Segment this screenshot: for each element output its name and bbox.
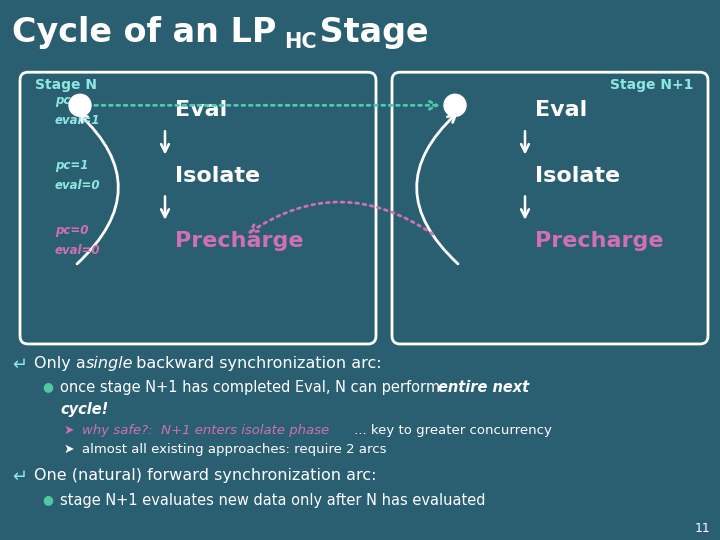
Text: cycle!: cycle!: [60, 402, 108, 417]
FancyArrowPatch shape: [250, 202, 433, 234]
Circle shape: [69, 94, 91, 116]
Text: Stage N: Stage N: [35, 78, 97, 92]
Text: One (natural) forward synchronization arc:: One (natural) forward synchronization ar…: [34, 468, 377, 483]
Text: Cycle of an LP: Cycle of an LP: [12, 16, 276, 49]
Text: 11: 11: [694, 522, 710, 535]
Text: Stage N+1: Stage N+1: [610, 78, 693, 92]
FancyArrowPatch shape: [417, 114, 458, 264]
Text: Isolate: Isolate: [175, 165, 260, 186]
Text: ➤: ➤: [64, 443, 74, 456]
Text: ↵: ↵: [12, 468, 27, 486]
Text: Eval: Eval: [175, 100, 228, 120]
Text: backward synchronization arc:: backward synchronization arc:: [131, 355, 382, 370]
Text: Only a: Only a: [34, 355, 91, 370]
Text: Eval: Eval: [535, 100, 588, 120]
Text: ➤: ➤: [64, 424, 74, 437]
Text: ●: ●: [42, 493, 53, 506]
Text: eval=0: eval=0: [55, 179, 101, 192]
Text: Precharge: Precharge: [535, 231, 664, 251]
Text: Stage: Stage: [308, 16, 428, 49]
FancyArrowPatch shape: [77, 114, 118, 264]
Text: ●: ●: [42, 381, 53, 394]
Text: pc=0: pc=0: [55, 224, 89, 237]
Text: HC: HC: [284, 32, 317, 52]
Text: Precharge: Precharge: [175, 231, 304, 251]
Text: eval=0: eval=0: [55, 244, 101, 257]
Text: entire next: entire next: [438, 381, 529, 395]
Text: ... key to greater concurrency: ... key to greater concurrency: [350, 424, 552, 437]
Text: stage N+1 evaluates new data only after N has evaluated: stage N+1 evaluates new data only after …: [60, 493, 485, 508]
Circle shape: [444, 94, 466, 116]
Text: pc=1: pc=1: [55, 94, 89, 107]
Text: almost all existing approaches: require 2 arcs: almost all existing approaches: require …: [82, 443, 387, 456]
Text: single: single: [86, 355, 133, 370]
Text: ↵: ↵: [12, 355, 27, 374]
FancyArrowPatch shape: [95, 102, 437, 109]
Text: eval=1: eval=1: [55, 114, 101, 127]
Text: once stage N+1 has completed Eval, N can perform: once stage N+1 has completed Eval, N can…: [60, 381, 445, 395]
Text: why safe?:  N+1 enters isolate phase: why safe?: N+1 enters isolate phase: [82, 424, 329, 437]
Text: pc=1: pc=1: [55, 159, 89, 172]
Text: Isolate: Isolate: [535, 165, 620, 186]
